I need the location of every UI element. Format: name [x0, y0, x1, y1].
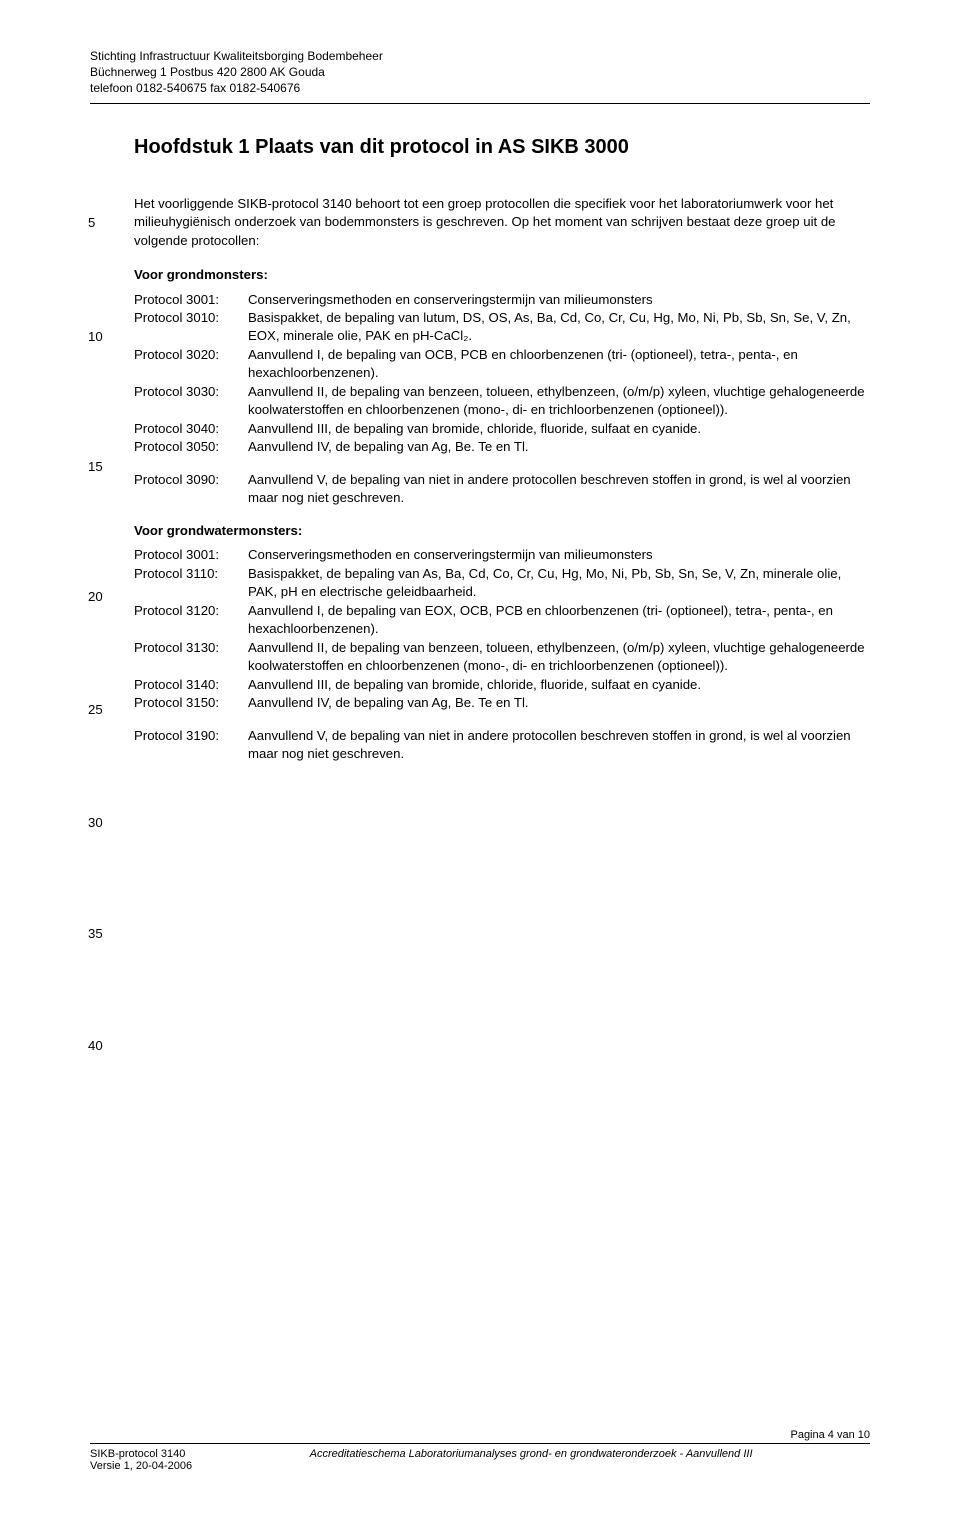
intro-paragraph: Het voorliggende SIKB-protocol 3140 beho…	[134, 195, 870, 250]
header-line-3: telefoon 0182-540675 fax 0182-540676	[90, 80, 870, 96]
section-head-grond: Voor grondmonsters:	[134, 266, 870, 284]
protocol-text: Conserveringsmethoden en conserveringste…	[248, 546, 870, 564]
spacer	[134, 713, 870, 727]
protocol-row: Protocol 3001: Conserveringsmethoden en …	[134, 291, 870, 309]
section-head-water: Voor grondwatermonsters:	[134, 522, 870, 540]
protocol-row: Protocol 3120: Aanvullend I, de bepaling…	[134, 602, 870, 639]
footer-left: SIKB-protocol 3140 Versie 1, 20-04-2006	[90, 1448, 192, 1472]
protocol-label: Protocol 3010:	[134, 309, 248, 327]
footer-protocol-id: SIKB-protocol 3140	[90, 1448, 192, 1460]
footer-version: Versie 1, 20-04-2006	[90, 1460, 192, 1472]
lineno-10: 10	[88, 328, 103, 346]
protocol-list-grond: Protocol 3001: Conserveringsmethoden en …	[134, 291, 870, 457]
page-footer: Pagina 4 van 10 SIKB-protocol 3140 Versi…	[90, 1429, 870, 1472]
protocol-text: Conserveringsmethoden en conserveringste…	[248, 291, 870, 309]
org-header: Stichting Infrastructuur Kwaliteitsborgi…	[90, 48, 870, 97]
lineno-30: 30	[88, 814, 103, 832]
protocol-label: Protocol 3030:	[134, 383, 248, 401]
protocol-row: Protocol 3150: Aanvullend IV, de bepalin…	[134, 694, 870, 712]
protocol-row: Protocol 3040: Aanvullend III, de bepali…	[134, 420, 870, 438]
protocol-label: Protocol 3120:	[134, 602, 248, 620]
protocol-label: Protocol 3140:	[134, 676, 248, 694]
content-column: Het voorliggende SIKB-protocol 3140 beho…	[134, 195, 870, 764]
footer-row: SIKB-protocol 3140 Versie 1, 20-04-2006 …	[90, 1448, 870, 1472]
lineno-25: 25	[88, 701, 103, 719]
protocol-label: Protocol 3020:	[134, 346, 248, 364]
protocol-label: Protocol 3001:	[134, 291, 248, 309]
protocol-row: Protocol 3190: Aanvullend V, de bepaling…	[134, 727, 870, 764]
lineno-5: 5	[88, 214, 95, 232]
footer-rule	[90, 1443, 870, 1444]
protocol-label: Protocol 3001:	[134, 546, 248, 564]
lineno-20: 20	[88, 588, 103, 606]
protocol-label: Protocol 3110:	[134, 565, 248, 583]
protocol-row: Protocol 3050: Aanvullend IV, de bepalin…	[134, 438, 870, 456]
protocol-text: Aanvullend II, de bepaling van benzeen, …	[248, 383, 870, 420]
protocol-text: Aanvullend I, de bepaling van OCB, PCB e…	[248, 346, 870, 383]
protocol-text: Aanvullend V, de bepaling van niet in an…	[248, 471, 870, 508]
header-rule	[90, 103, 870, 104]
protocol-text: Aanvullend II, de bepaling van benzeen, …	[248, 639, 870, 676]
protocol-row: Protocol 3020: Aanvullend I, de bepaling…	[134, 346, 870, 383]
protocol-text: Aanvullend III, de bepaling van bromide,…	[248, 420, 870, 438]
protocol-row: Protocol 3010: Basispakket, de bepaling …	[134, 309, 870, 346]
protocol-row: Protocol 3130: Aanvullend II, de bepalin…	[134, 639, 870, 676]
protocol-row: Protocol 3001: Conserveringsmethoden en …	[134, 546, 870, 564]
protocol-label: Protocol 3130:	[134, 639, 248, 657]
protocol-label: Protocol 3150:	[134, 694, 248, 712]
protocol-row: Protocol 3030: Aanvullend II, de bepalin…	[134, 383, 870, 420]
protocol-text: Aanvullend IV, de bepaling van Ag, Be. T…	[248, 438, 870, 456]
lineno-40: 40	[88, 1037, 103, 1055]
protocol-text: Basispakket, de bepaling van As, Ba, Cd,…	[248, 565, 870, 602]
protocol-text: Aanvullend III, de bepaling van bromide,…	[248, 676, 870, 694]
protocol-text: Aanvullend I, de bepaling van EOX, OCB, …	[248, 602, 870, 639]
protocol-row: Protocol 3090: Aanvullend V, de bepaling…	[134, 471, 870, 508]
protocol-list-water: Protocol 3001: Conserveringsmethoden en …	[134, 546, 870, 712]
protocol-text: Basispakket, de bepaling van lutum, DS, …	[248, 309, 870, 346]
chapter-title: Hoofdstuk 1 Plaats van dit protocol in A…	[134, 136, 870, 159]
spacer	[134, 508, 870, 522]
protocol-label: Protocol 3190:	[134, 727, 248, 745]
spacer	[134, 457, 870, 471]
protocol-text: Aanvullend V, de bepaling van niet in an…	[248, 727, 870, 764]
header-line-2: Büchnerweg 1 Postbus 420 2800 AK Gouda	[90, 64, 870, 80]
protocol-row: Protocol 3110: Basispakket, de bepaling …	[134, 565, 870, 602]
footer-page-number: Pagina 4 van 10	[90, 1429, 870, 1441]
footer-doc-title: Accreditatieschema Laboratoriumanalyses …	[192, 1448, 870, 1472]
protocol-row: Protocol 3140: Aanvullend III, de bepali…	[134, 676, 870, 694]
protocol-label: Protocol 3050:	[134, 438, 248, 456]
body: 5 10 15 20 25 30 35 40 Het voorliggende …	[90, 195, 870, 764]
protocol-label: Protocol 3090:	[134, 471, 248, 489]
lineno-35: 35	[88, 925, 103, 943]
lineno-15: 15	[88, 458, 103, 476]
header-line-1: Stichting Infrastructuur Kwaliteitsborgi…	[90, 48, 870, 64]
page: Stichting Infrastructuur Kwaliteitsborgi…	[0, 0, 960, 1516]
protocol-label: Protocol 3040:	[134, 420, 248, 438]
protocol-text: Aanvullend IV, de bepaling van Ag, Be. T…	[248, 694, 870, 712]
